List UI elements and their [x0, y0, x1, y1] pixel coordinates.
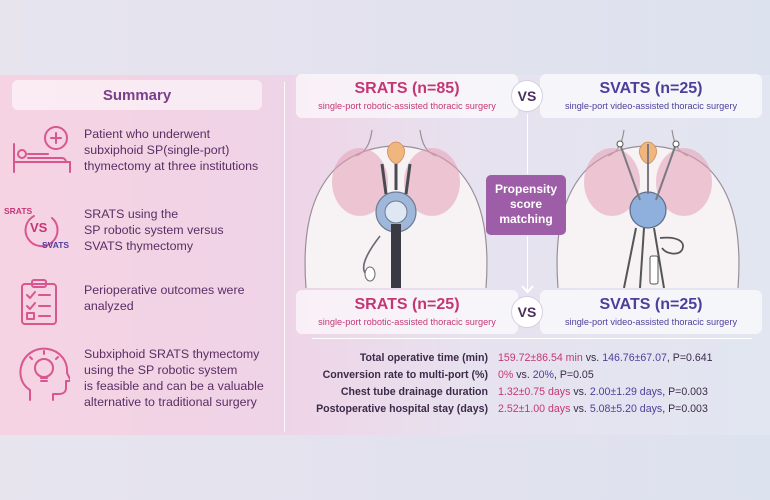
summary-text-1: Patient who underwent subxiphoid SP(sing…	[84, 127, 259, 173]
srats-chest-illustration	[304, 129, 488, 288]
srats-bottom-title: SRATS (n=25)	[354, 296, 460, 313]
result-label: Conversion rate to multi-port (%)	[322, 369, 488, 381]
result-label: Postoperative hospital stay (days)	[316, 403, 488, 415]
result-row-hospital-stay: Postoperative hospital stay (days) 2.52±…	[300, 403, 760, 419]
svats-bottom-title: SVATS (n=25)	[599, 296, 703, 313]
srats-top-subtitle: single-port robotic-assisted thoracic su…	[318, 101, 496, 111]
srats-top-box: SRATS (n=85) single-port robotic-assiste…	[296, 74, 518, 118]
srats-bottom-subtitle: single-port robotic-assisted thoracic su…	[318, 317, 496, 327]
summary-item-conclusion: Subxiphoid SRATS thymectomy using the SP…	[0, 342, 284, 412]
svats-bottom-box: SVATS (n=25) single-port video-assisted …	[540, 290, 762, 334]
summary-text-2: SRATS using the SP robotic system versus…	[84, 207, 224, 253]
result-row-conversion-rate: Conversion rate to multi-port (%) 0% vs.…	[300, 369, 760, 385]
result-label: Total operative time (min)	[359, 352, 488, 364]
result-row-operative-time: Total operative time (min) 159.72±86.54 …	[300, 352, 760, 368]
psm-connector-bottom	[527, 236, 528, 292]
propensity-score-matching-box: Propensity score matching	[486, 175, 566, 235]
head-lightbulb-icon	[19, 347, 70, 401]
summary-item-patient: Patient who underwent subxiphoid SP(sing…	[0, 122, 284, 182]
svats-top-title: SVATS (n=25)	[599, 80, 703, 97]
arrow-down-icon	[521, 285, 534, 294]
summary-text-4: Subxiphoid SRATS thymectomy using the SP…	[84, 347, 264, 409]
result-values: 2.52±1.00 days vs. 5.08±5.20 days, P=0.0…	[498, 403, 708, 415]
svats-bottom-subtitle: single-port video-assisted thoracic surg…	[564, 317, 738, 327]
result-label: Chest tube drainage duration	[340, 386, 488, 398]
summary-title: Summary	[12, 80, 262, 110]
patient-bed-icon	[13, 126, 71, 173]
vs-top-badge: VS	[511, 80, 543, 112]
svats-chest-illustration	[556, 129, 740, 288]
srats-top-title: SRATS (n=85)	[354, 80, 460, 97]
column-divider	[284, 82, 285, 432]
srats-vs-svats-icon: SRATS VS SVATS	[4, 206, 70, 250]
svats-top-subtitle: single-port video-assisted thoracic surg…	[564, 101, 738, 111]
summary-item-outcomes: Perioperative outcomes were analyzed	[0, 276, 284, 326]
result-row-chest-tube: Chest tube drainage duration 1.32±0.75 d…	[300, 386, 760, 402]
svats-top-box: SVATS (n=25) single-port video-assisted …	[540, 74, 762, 118]
result-values: 1.32±0.75 days vs. 2.00±1.29 days, P=0.0…	[498, 386, 708, 398]
result-values: 159.72±86.54 min vs. 146.76±67.07, P=0.6…	[498, 352, 713, 364]
vs-bottom-badge: VS	[511, 296, 543, 328]
summary-text-3: Perioperative outcomes were analyzed	[84, 283, 245, 313]
psm-connector-top	[527, 114, 528, 174]
summary-item-srats-vs-svats: SRATS VS SVATS SRATS using the SP roboti…	[0, 198, 284, 258]
results-divider	[312, 338, 752, 339]
clipboard-checklist-icon	[21, 279, 57, 325]
srats-bottom-box: SRATS (n=25) single-port robotic-assiste…	[296, 290, 518, 334]
result-values: 0% vs. 20%, P=0.05	[498, 369, 594, 381]
